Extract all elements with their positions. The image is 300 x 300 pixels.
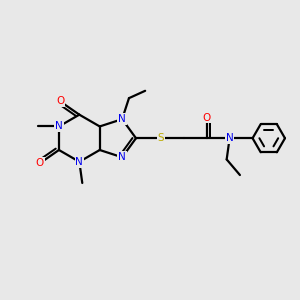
- Text: N: N: [76, 157, 83, 167]
- Text: S: S: [158, 133, 164, 143]
- Text: O: O: [202, 112, 211, 123]
- Text: N: N: [226, 133, 233, 143]
- Text: N: N: [118, 114, 126, 124]
- Text: O: O: [56, 96, 64, 106]
- Text: N: N: [55, 122, 63, 131]
- Text: O: O: [36, 158, 44, 168]
- Text: N: N: [118, 152, 126, 162]
